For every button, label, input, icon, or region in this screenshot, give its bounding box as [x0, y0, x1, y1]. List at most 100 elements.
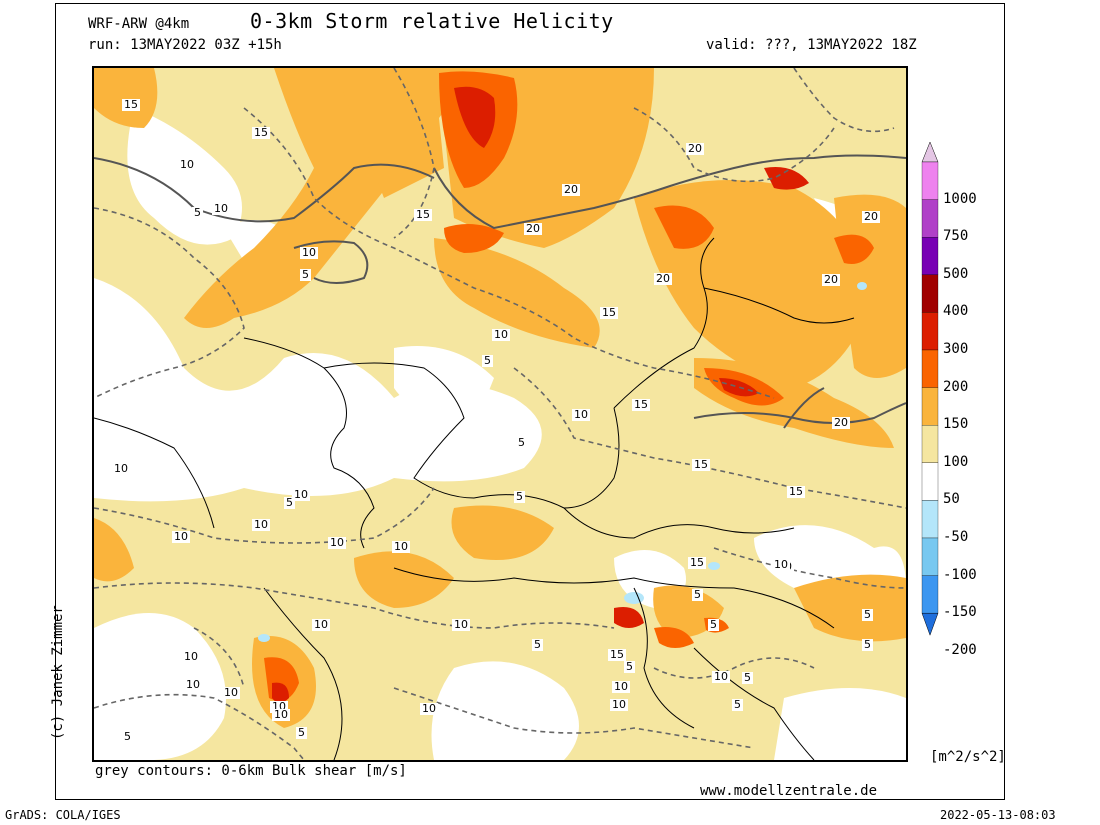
valid-label: valid: ???, 13MAY2022 18Z — [706, 37, 917, 53]
contour-label: 5 — [744, 671, 751, 684]
contour-label-bg — [414, 209, 432, 221]
contour-label-bg — [300, 247, 318, 259]
colorbar-swatch — [921, 425, 939, 463]
colorbar-swatch — [921, 462, 939, 501]
website-label: www.modellzentrale.de — [700, 783, 878, 799]
low-helicity-areas — [94, 108, 906, 760]
contour-label-bg — [692, 459, 710, 471]
contour-label: 10 — [180, 158, 194, 171]
contour-label: 20 — [688, 142, 702, 155]
contour-label: 10 — [274, 708, 288, 721]
contour-label: 20 — [526, 222, 540, 235]
contour-label-bg — [692, 589, 703, 601]
contour-label: 5 — [694, 588, 701, 601]
contour-label: 5 — [516, 490, 523, 503]
contour-label-bg — [292, 489, 310, 501]
run-label: run: 13MAY2022 03Z +15h — [88, 37, 282, 53]
contour-label-bg — [862, 211, 880, 223]
colorbar — [921, 141, 939, 636]
contour-label-bg — [514, 491, 525, 503]
contour-label-bg — [654, 273, 672, 285]
contour-label: 10 — [314, 618, 328, 631]
colorbar-bottom-arrow — [921, 612, 939, 636]
colorbar-swatch — [921, 387, 939, 426]
contour-label-bg — [252, 519, 270, 531]
contour-label: 5 — [124, 730, 131, 743]
contour-label: 5 — [286, 496, 293, 509]
contour-label: 10 — [422, 702, 436, 715]
colorbar-tick-label: 150 — [943, 416, 969, 433]
contour-label: 15 — [694, 458, 708, 471]
contour-label: 20 — [834, 416, 848, 429]
colorbar-swatch — [921, 199, 939, 238]
contour-label: 5 — [864, 638, 871, 651]
contour-label: 5 — [302, 268, 309, 281]
colorbar-tick-label: -200 — [943, 641, 977, 658]
contour-label-bg — [300, 269, 311, 281]
contours-note: grey contours: 0-6km Bulk shear [m/s] — [95, 763, 407, 779]
contour-label-bg — [172, 531, 190, 543]
contour-label: 10 — [224, 686, 238, 699]
contour-label: 15 — [254, 126, 268, 139]
contour-label: 15 — [124, 98, 138, 111]
colorbar-unit: [m^2/s^2] — [930, 749, 1006, 765]
contour-label: 10 — [184, 650, 198, 663]
contour-label: 15 — [690, 556, 704, 569]
colorbar-swatch — [921, 349, 939, 388]
contour-label-bg — [192, 207, 203, 219]
contour-label: 10 — [214, 202, 228, 215]
colorbar-swatch — [921, 161, 939, 200]
timestamp-label: 2022-05-13-08:03 — [940, 808, 1056, 822]
contour-label-bg — [572, 409, 590, 421]
contour-label: 5 — [298, 726, 305, 739]
colorbar-swatch — [921, 575, 939, 614]
contour-label: 10 — [294, 488, 308, 501]
colorbar-swatch — [921, 500, 939, 539]
colorbar-tick-label: 750 — [943, 228, 969, 245]
contour-label: 15 — [789, 485, 803, 498]
contour-label-bg — [862, 639, 873, 651]
contour-label: 20 — [656, 272, 670, 285]
contour-label-bg — [222, 687, 240, 699]
colorbar-swatch — [921, 312, 939, 351]
contour-label: 10 — [494, 328, 508, 341]
contour-label: 20 — [864, 210, 878, 223]
contour-label-bg — [328, 537, 346, 549]
contour-label-bg — [862, 609, 873, 621]
contour-label: 15 — [634, 398, 648, 411]
figure-frame — [55, 3, 1005, 800]
colorbar-top-arrow — [921, 141, 939, 163]
colorbar-tick-label: 400 — [943, 303, 969, 320]
contour-label: 10 — [612, 698, 626, 711]
contour-label-bg — [712, 671, 730, 683]
contour-label-bg — [296, 727, 307, 739]
contour-label-bg — [772, 559, 790, 571]
contour-label-bg — [832, 417, 850, 429]
contour-label: 15 — [416, 208, 430, 221]
contour-label: 5 — [534, 638, 541, 651]
colorbar-tick-label: 1000 — [943, 190, 977, 207]
contour-label-bg — [112, 463, 130, 475]
contour-label: 10 — [302, 246, 316, 259]
contour-label-bg — [686, 143, 704, 155]
contour-label: 10 — [114, 462, 128, 475]
contour-label: 15 — [610, 648, 624, 661]
contour-label: 5 — [734, 698, 741, 711]
contour-label: 10 — [614, 680, 628, 693]
contour-label-bg — [632, 399, 650, 411]
contour-label: 5 — [484, 354, 491, 367]
contour-label: 5 — [518, 436, 525, 449]
map-title: 0-3km Storm relative Helicity — [250, 9, 614, 33]
contour-label-bg — [178, 159, 196, 171]
contour-label-bg — [524, 223, 542, 235]
contour-label: 10 — [574, 408, 588, 421]
contour-label-bg — [787, 486, 805, 498]
contour-label: 10 — [254, 518, 268, 531]
colorbar-tick-label: 500 — [943, 265, 969, 282]
software-label: GrADS: COLA/IGES — [5, 808, 121, 822]
colorbar-tick-label: -50 — [943, 529, 969, 545]
contour-label-bg — [822, 274, 840, 286]
contour-label-bg — [516, 437, 527, 449]
contour-label-bg — [184, 679, 202, 691]
